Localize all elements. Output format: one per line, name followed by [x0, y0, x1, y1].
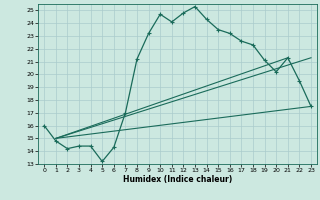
X-axis label: Humidex (Indice chaleur): Humidex (Indice chaleur)	[123, 175, 232, 184]
